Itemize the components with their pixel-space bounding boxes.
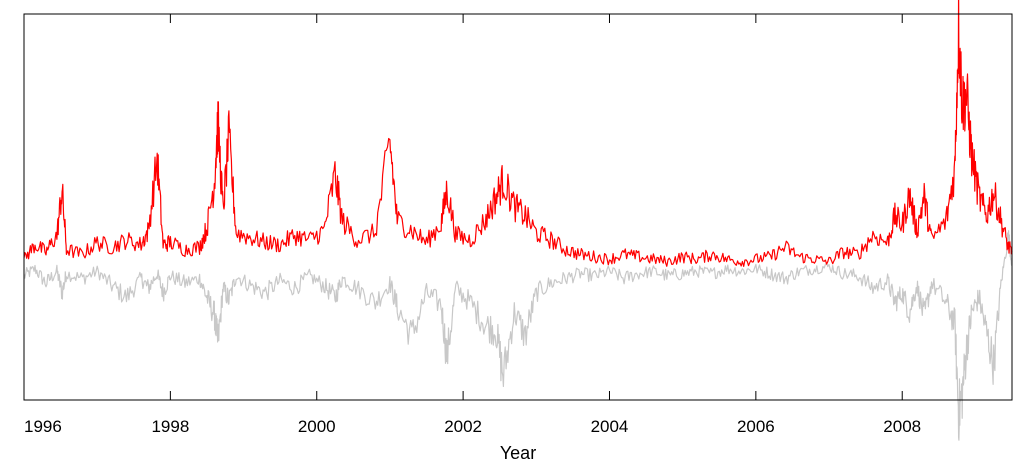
- series-layer: [23, 0, 1013, 441]
- series-line-0: [23, 0, 1013, 267]
- x-axis-title: Year: [500, 443, 536, 463]
- x-tick-label: 1996: [24, 417, 62, 436]
- x-tick-label: 2006: [737, 417, 775, 436]
- x-tick-layer: 1996 1998 2000 2002 2004 2006 2008: [23, 14, 921, 436]
- x-tick-label: 1998: [151, 417, 189, 436]
- x-tick-label: 2002: [444, 417, 482, 436]
- x-tick-label: 2004: [591, 417, 629, 436]
- x-tick-label: 2008: [883, 417, 921, 436]
- series-line-1: [23, 230, 1013, 441]
- x-tick-label: 2000: [298, 417, 336, 436]
- plot-frame: [23, 13, 1013, 401]
